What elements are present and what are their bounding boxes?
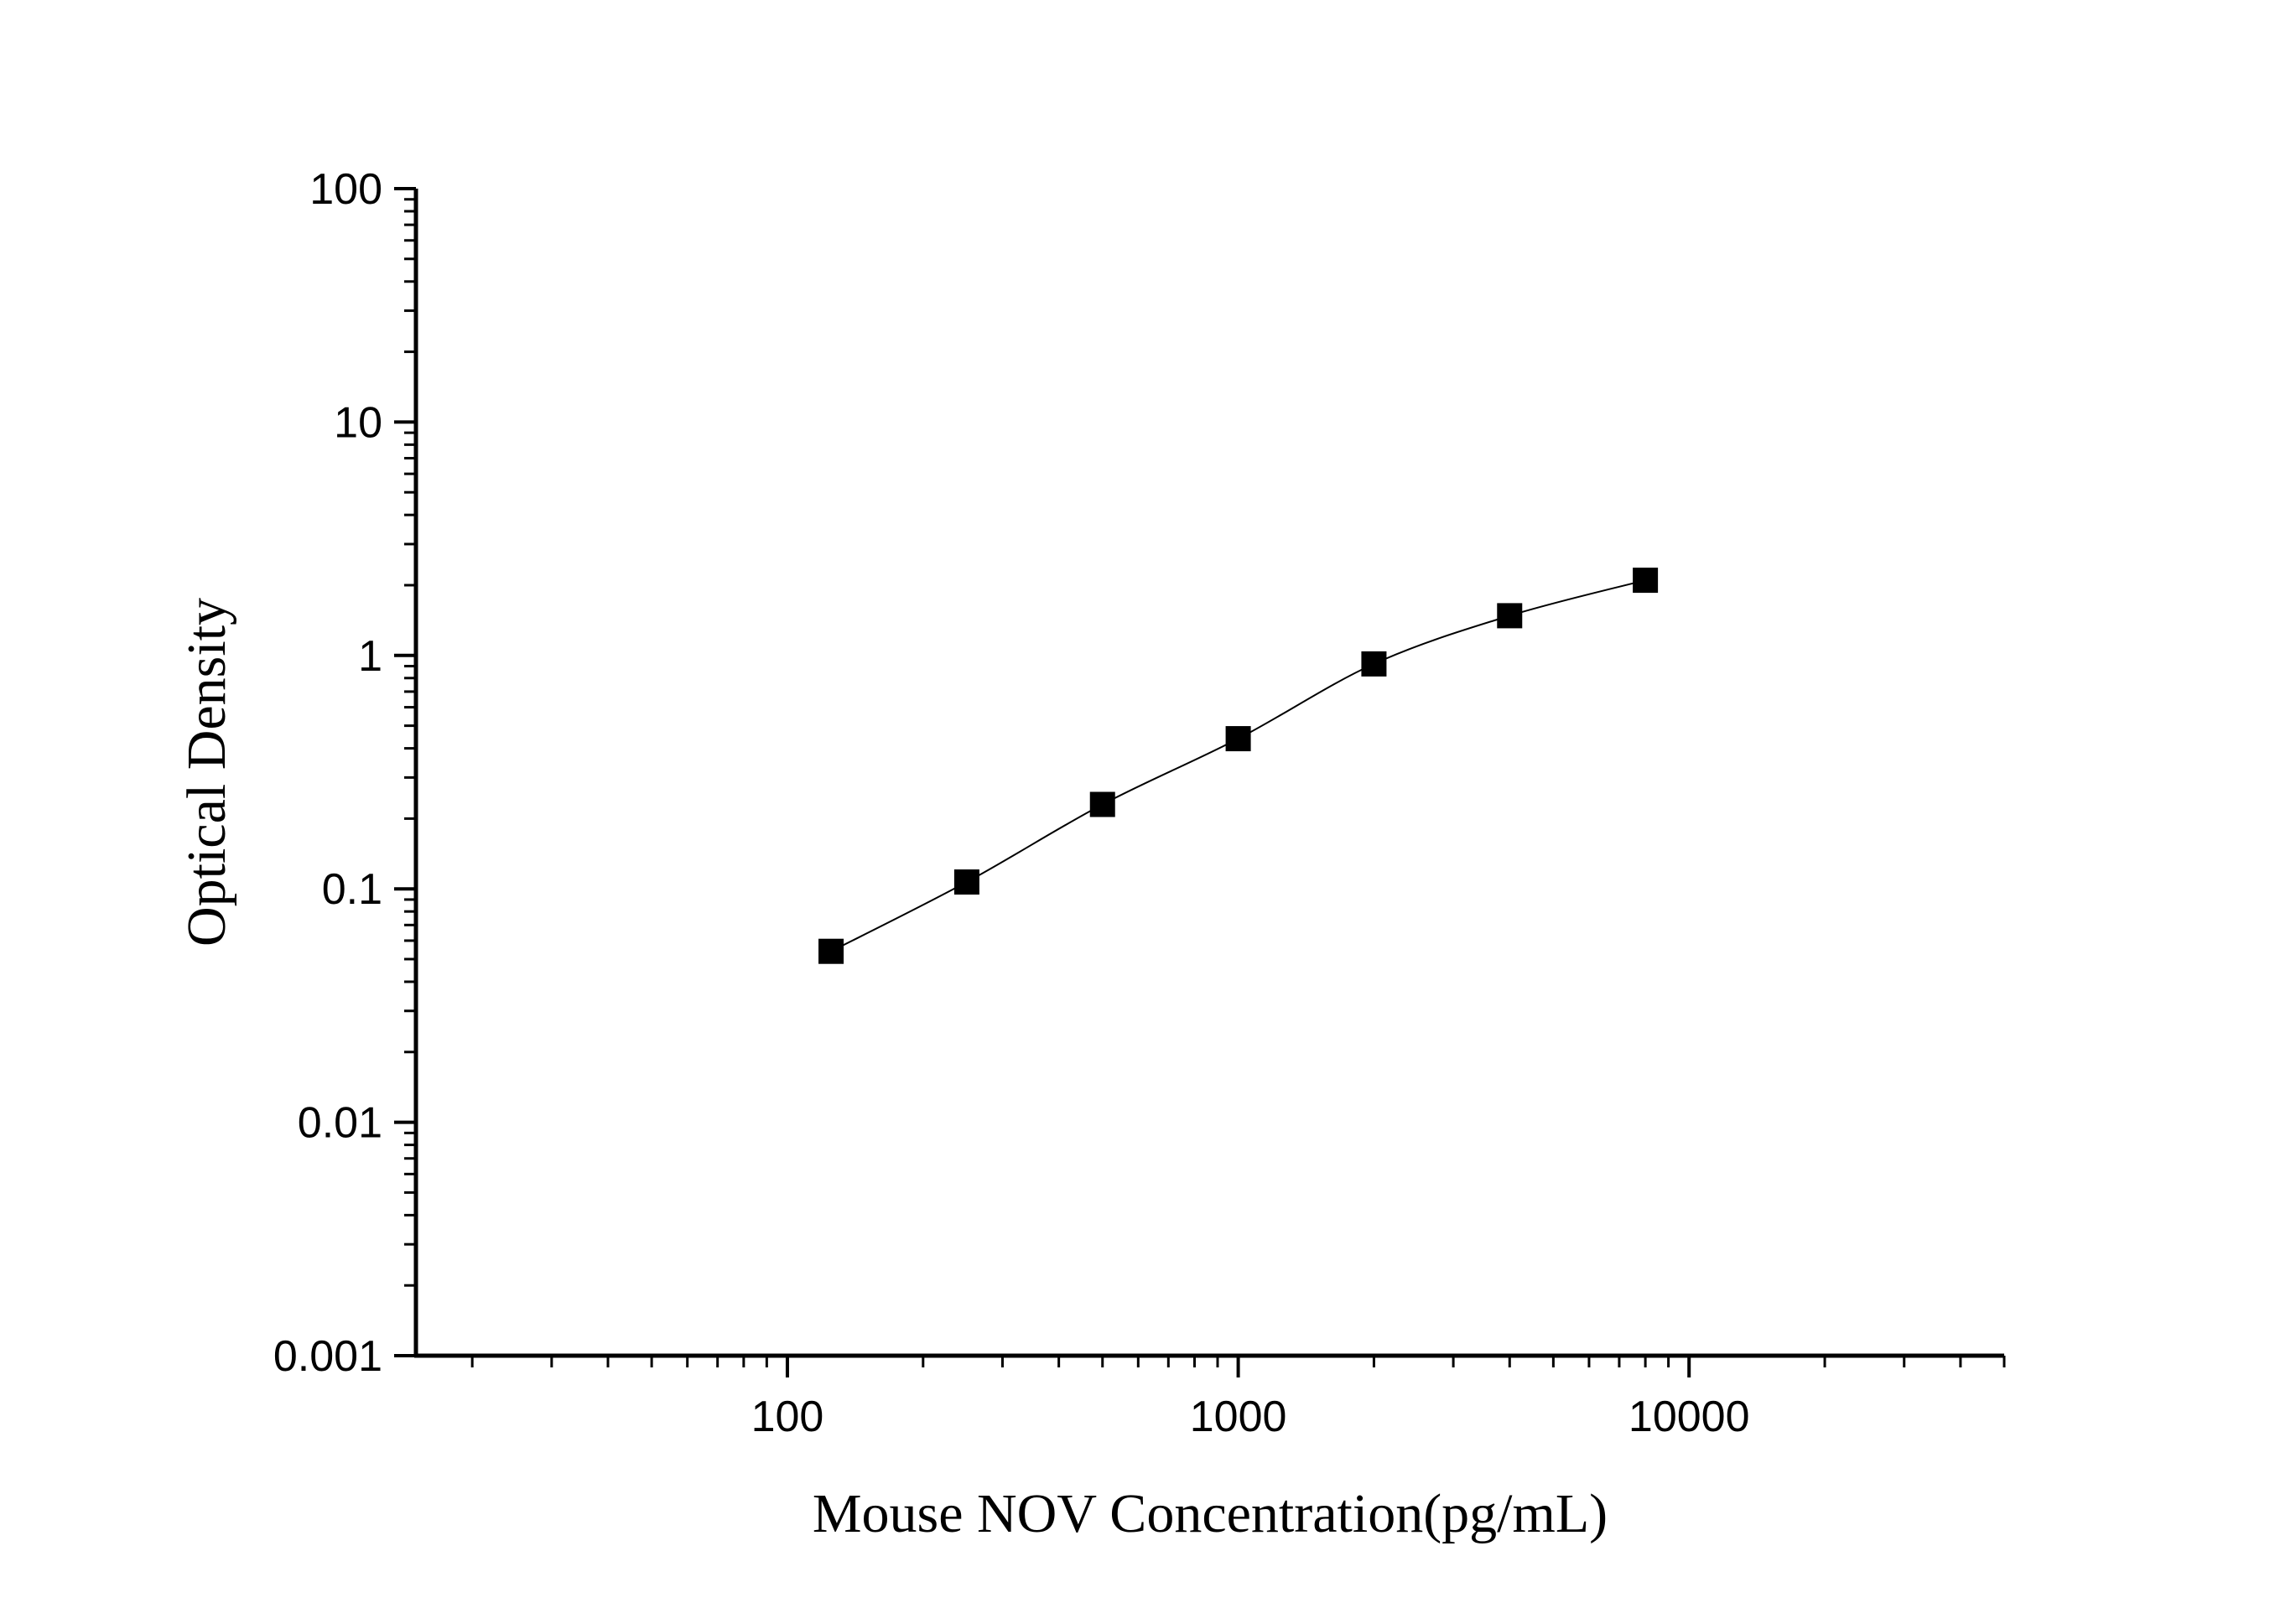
data-point bbox=[1361, 651, 1387, 677]
major-ticks bbox=[394, 187, 1691, 1377]
data-point bbox=[1089, 791, 1115, 817]
x-tick-label: 10000 bbox=[1628, 1393, 1750, 1441]
tick-labels: 0.001 0.01 0.1 1 10 100 100 1000 10000 bbox=[273, 165, 1750, 1441]
y-axis-title: Optical Density bbox=[176, 598, 237, 947]
y-tick-label: 100 bbox=[309, 165, 382, 214]
axes bbox=[413, 189, 2004, 1358]
x-tick-label: 100 bbox=[751, 1393, 824, 1441]
data-point bbox=[953, 869, 979, 895]
x-axis-title: Mouse NOV Concentration(pg/mL) bbox=[813, 1483, 1608, 1544]
data-point bbox=[1497, 603, 1523, 629]
y-tick-label: 10 bbox=[334, 398, 382, 447]
data-point bbox=[1225, 726, 1251, 752]
data-point bbox=[1633, 568, 1659, 594]
data-point bbox=[818, 938, 844, 964]
series-line bbox=[830, 579, 1646, 952]
y-tick-label: 0.01 bbox=[298, 1099, 382, 1148]
y-tick-label: 1 bbox=[358, 632, 382, 681]
y-tick-label: 0.001 bbox=[273, 1332, 382, 1381]
x-tick-label: 1000 bbox=[1190, 1393, 1287, 1441]
y-tick-label: 0.1 bbox=[322, 865, 382, 914]
minor-ticks bbox=[404, 198, 2006, 1367]
fit-curve bbox=[830, 579, 1646, 952]
data-points bbox=[818, 568, 1659, 964]
